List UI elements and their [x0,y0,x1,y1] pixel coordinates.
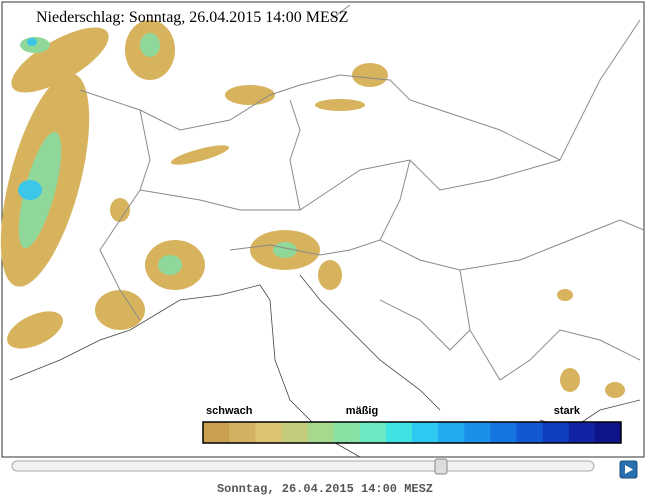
scale-swatch [281,422,308,443]
time-slider[interactable] [11,460,595,472]
scale-frame [202,421,622,444]
scale-swatch [307,422,335,443]
play-button[interactable] [619,460,638,479]
borders [79,4,645,381]
precipitation [0,20,625,398]
legend: schwach mäßig stark [202,405,622,444]
scale-swatch [359,422,387,443]
scale-swatch [490,422,517,443]
scale-label: mäßig [346,405,378,417]
scale-swatch [385,422,413,443]
play-icon[interactable] [625,465,633,474]
scale-swatch [464,422,491,443]
scale-swatch [333,422,361,443]
scale-swatch [438,422,465,443]
slider-thumb[interactable] [434,458,448,475]
scale-swatch [412,422,439,443]
scale-label: schwach [206,405,253,417]
scale-swatch [203,422,230,443]
scale-swatch [594,422,622,443]
scale-swatch [568,422,596,443]
scale-swatch [255,422,282,443]
scale-label: stark [554,405,581,417]
scale-swatch [229,422,256,443]
time-label: Sonntag, 26.04.2015 14:00 MESZ [217,482,433,496]
scale-swatch [516,422,544,443]
scale-swatch [542,422,570,443]
map-frame [1,1,645,458]
map-title: Niederschlag: Sonntag, 26.04.2015 14:00 … [36,9,348,26]
